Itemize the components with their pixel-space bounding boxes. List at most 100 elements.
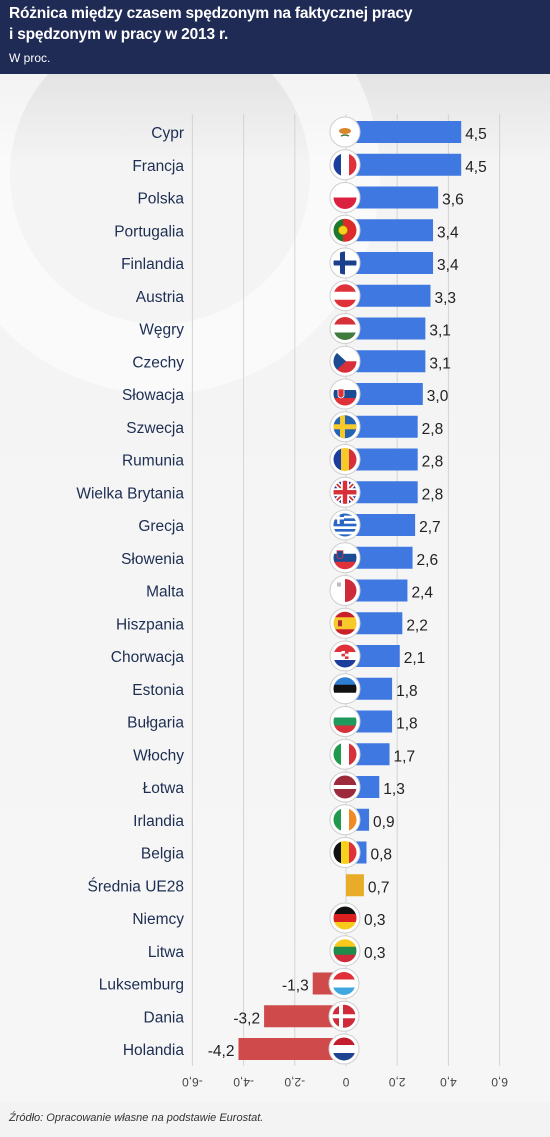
- average-bar: [346, 874, 364, 897]
- category-label: Niemcy: [132, 911, 184, 928]
- data-label: 2,6: [417, 552, 439, 569]
- austria-flag-icon: [329, 280, 361, 312]
- spain-flag-icon: [329, 607, 361, 639]
- category-label: Wielka Brytania: [76, 485, 184, 502]
- bar: [346, 252, 434, 274]
- bar-row: Holandia -4,2: [123, 1033, 360, 1065]
- category-label: Holandia: [123, 1042, 185, 1059]
- malta-flag-icon: [329, 575, 361, 606]
- data-label: 2,2: [406, 617, 428, 634]
- chart-title-line-1: Różnica między czasem spędzonym na fakty…: [9, 5, 413, 22]
- category-label: Belgia: [141, 846, 184, 863]
- data-label: 0,9: [373, 814, 395, 831]
- data-label: 0,3: [364, 945, 386, 962]
- bar-row: Irlandia 0,9: [133, 804, 395, 836]
- data-label: 2,8: [422, 486, 444, 503]
- category-label: Dania: [144, 1009, 185, 1026]
- bar-row: Estonia 1,8: [132, 673, 418, 705]
- bar-row: Dania -3,2: [144, 1000, 360, 1032]
- chart-subtitle: W proc.: [9, 51, 51, 65]
- category-label: Cypr: [151, 125, 184, 142]
- bar-row: Polska 3,6: [137, 182, 464, 213]
- bar-row: Rumunia 2,8: [122, 444, 444, 475]
- cyprus-flag-icon: [329, 116, 361, 148]
- x-tick-label: 6,0: [491, 1075, 508, 1089]
- bar-row: Grecja 2,7: [138, 509, 441, 541]
- category-label: Węgry: [139, 322, 184, 339]
- bar-row: Litwa 0,3: [148, 935, 386, 967]
- category-label: Estonia: [132, 682, 184, 699]
- x-tick-label: 0: [342, 1075, 349, 1089]
- slovakia-flag-icon: [329, 378, 361, 410]
- category-label: Hiszpania: [116, 616, 184, 633]
- bulgaria-flag-icon: [329, 706, 361, 737]
- category-label: Malta: [146, 584, 184, 601]
- bar-row: Francja 4,5: [132, 149, 487, 181]
- bar-row: Szwecja 2,8: [126, 411, 443, 443]
- sweden-flag-icon: [329, 411, 361, 443]
- hungary-flag-icon: [329, 313, 361, 344]
- data-label: 2,7: [419, 519, 441, 536]
- category-label: Włochy: [133, 747, 184, 764]
- data-label: 3,1: [429, 323, 451, 340]
- bar: [346, 546, 413, 569]
- bar-row: Bułgaria 1,8: [127, 706, 418, 737]
- bar-row: Węgry 3,1: [139, 313, 451, 344]
- italy-flag-icon: [329, 738, 361, 770]
- category-label: Czechy: [132, 354, 184, 371]
- czechia-flag-icon: [329, 345, 361, 377]
- x-tick-label: 2,0: [389, 1075, 406, 1089]
- lithuania-flag-icon: [329, 935, 361, 967]
- bar: [346, 186, 439, 209]
- data-label: 2,8: [422, 454, 444, 471]
- data-label: 1,8: [396, 683, 418, 700]
- data-label: 3,4: [437, 224, 459, 241]
- x-tick-label: -6,0: [182, 1075, 203, 1089]
- bar: [346, 317, 426, 340]
- bar-row: Włochy 1,7: [133, 738, 415, 770]
- data-label: 3,0: [427, 388, 449, 405]
- bar: [238, 1038, 346, 1060]
- data-label: -1,3: [282, 978, 309, 995]
- category-label: Austria: [136, 289, 185, 306]
- france-flag-icon: [329, 149, 361, 181]
- bar: [346, 121, 462, 143]
- category-label: Grecja: [138, 518, 184, 535]
- data-label: 1,3: [383, 781, 405, 798]
- category-label: Słowacja: [122, 387, 184, 404]
- romania-flag-icon: [329, 444, 361, 475]
- bar: [346, 514, 416, 536]
- x-tick-label: -4,0: [233, 1075, 254, 1089]
- luxembourg-flag-icon: [328, 968, 360, 999]
- bar-row: Luksemburg -1,3: [99, 968, 360, 999]
- bar-row: Średnia UE28 0,7: [87, 874, 389, 897]
- category-label: Rumunia: [122, 453, 184, 470]
- bar: [346, 383, 423, 405]
- bar-row: Austria 3,3: [136, 280, 456, 312]
- bar-row: Portugalia 3,4: [114, 214, 459, 246]
- latvia-flag-icon: [329, 771, 361, 803]
- bar: [346, 415, 418, 438]
- bar: [346, 579, 408, 602]
- data-label: 3,6: [442, 192, 464, 209]
- bar-row: Łotwa 1,3: [143, 771, 405, 803]
- category-label: Łotwa: [143, 780, 185, 797]
- data-label: 3,4: [437, 257, 459, 274]
- category-label: Polska: [137, 191, 184, 208]
- data-label: 0,8: [370, 847, 392, 864]
- chart-title-line-2: i spędzonym w pracy w 2013 r.: [9, 26, 229, 43]
- uk-flag-icon: [329, 476, 361, 508]
- finland-flag-icon: [329, 247, 361, 279]
- x-axis: -6,0 -4,0 -2,0 0 2,0 4,0 6,0: [182, 1075, 508, 1089]
- bar-row: Hiszpania 2,2: [116, 607, 428, 639]
- category-label: Irlandia: [133, 813, 184, 830]
- poland-flag-icon: [329, 182, 361, 213]
- bar-row: Niemcy 0,3: [132, 902, 386, 934]
- category-label: Luksemburg: [99, 977, 184, 994]
- bar: [346, 448, 418, 471]
- data-label: 3,3: [434, 290, 456, 307]
- bar-row: Czechy 3,1: [132, 345, 451, 377]
- germany-flag-icon: [329, 902, 361, 934]
- bar: [346, 219, 434, 242]
